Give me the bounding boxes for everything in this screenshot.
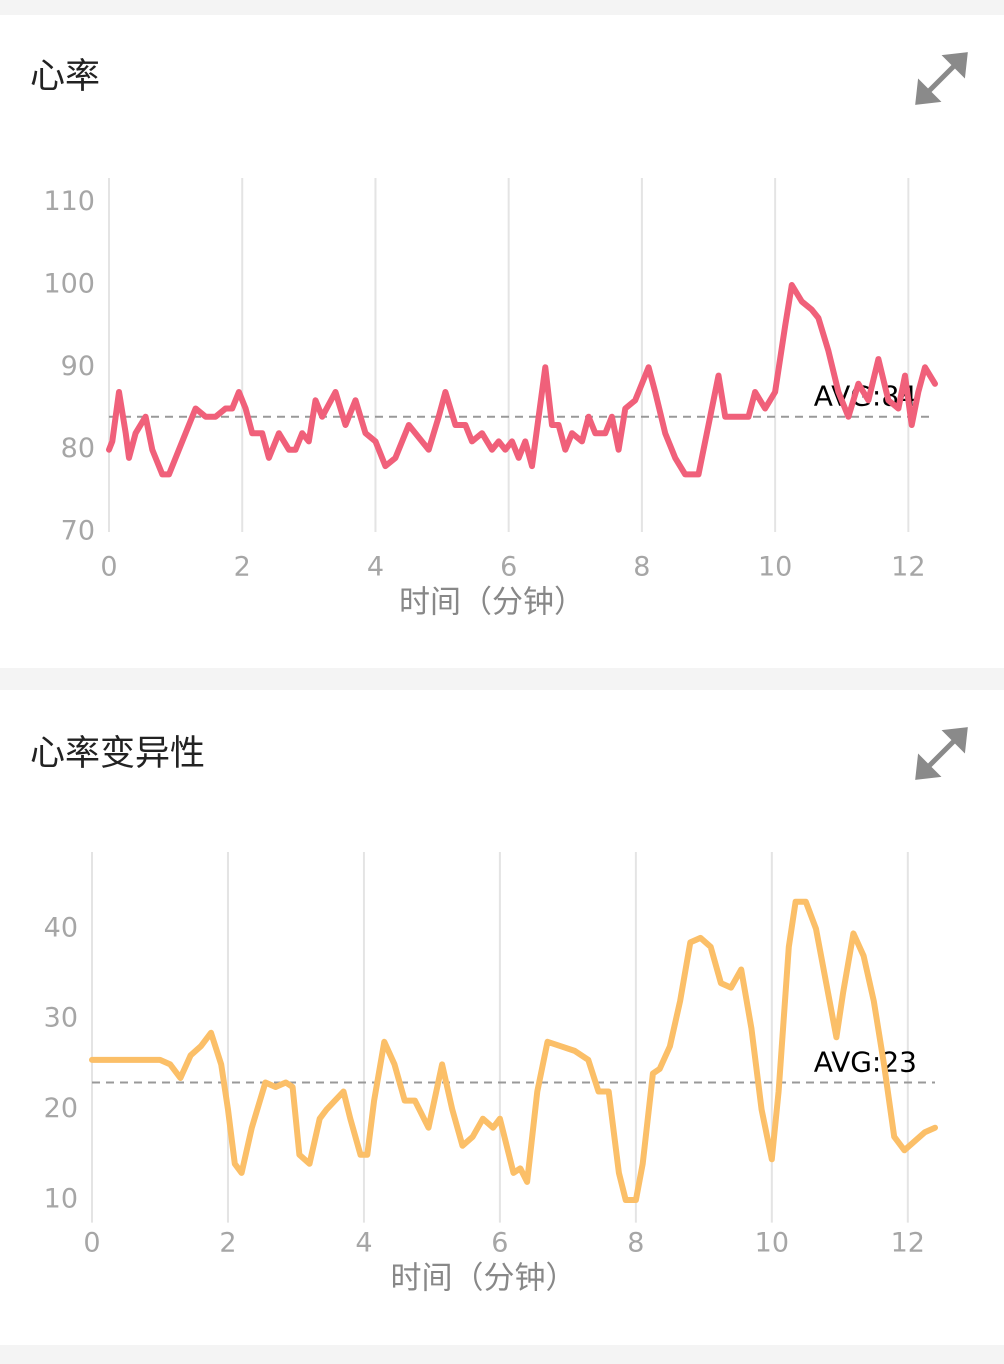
x-axis-title: 时间（分钟） (399, 585, 585, 621)
y-tick-label: 20 (44, 1093, 78, 1124)
x-tick-label: 2 (234, 552, 251, 583)
expand-icon[interactable] (915, 727, 968, 780)
y-tick-label: 10 (44, 1184, 78, 1215)
x-tick-label: 4 (367, 552, 384, 583)
x-tick-label: 8 (627, 1228, 644, 1259)
y-tick-label: 40 (44, 912, 78, 943)
chart-title: 心率 (30, 57, 100, 97)
x-tick-label: 10 (755, 1228, 789, 1259)
x-tick-label: 2 (219, 1228, 236, 1259)
card (0, 15, 1004, 668)
y-tick-label: 80 (61, 433, 95, 464)
x-tick-label: 12 (891, 1228, 925, 1259)
y-tick-label: 70 (61, 516, 95, 547)
data-line (106, 282, 938, 478)
y-tick-label: 90 (61, 351, 95, 382)
x-axis-title: 时间（分钟） (391, 1261, 577, 1297)
y-tick-label: 30 (44, 1003, 78, 1034)
x-tick-label: 12 (891, 552, 925, 583)
x-tick-label: 4 (355, 1228, 372, 1259)
average-label: AVG:23 (814, 1045, 917, 1078)
expand-icon[interactable] (915, 52, 968, 105)
x-tick-label: 0 (83, 1228, 100, 1259)
y-tick-label: 100 (43, 269, 95, 300)
x-tick-label: 6 (491, 1228, 508, 1259)
x-tick-label: 6 (500, 552, 517, 583)
x-tick-label: 10 (758, 552, 792, 583)
chart-title: 心率变异性 (30, 734, 205, 774)
y-tick-label: 110 (43, 186, 95, 217)
data-line (89, 898, 938, 1203)
x-tick-label: 0 (100, 552, 117, 583)
x-tick-label: 8 (633, 552, 650, 583)
